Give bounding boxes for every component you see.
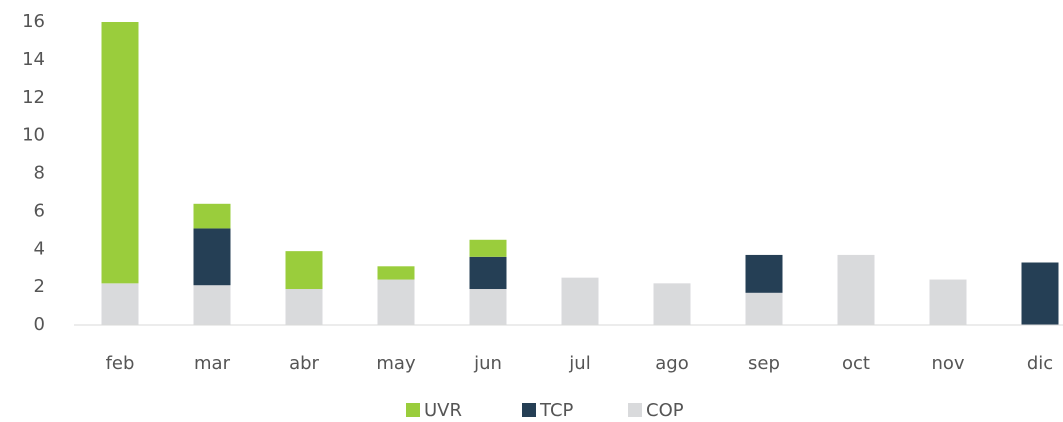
x-tick-label: feb [106, 353, 135, 374]
bar-segment [745, 254, 783, 293]
x-tick-label: jul [568, 353, 590, 374]
y-tick-label: 12 [22, 87, 45, 108]
y-tick-label: 16 [22, 11, 45, 32]
x-tick-label: ago [655, 353, 688, 374]
bar-segment [285, 289, 323, 325]
y-tick-label: 6 [34, 200, 45, 221]
bar-segment [377, 266, 415, 280]
x-tick-label: jun [473, 353, 502, 374]
y-tick-label: 0 [34, 314, 45, 335]
bar-segment [653, 283, 691, 325]
x-tick-label: oct [842, 353, 870, 374]
legend-swatch [628, 403, 642, 417]
bar-segment [193, 228, 231, 286]
bar-segment [101, 22, 139, 284]
legend-swatch [406, 403, 420, 417]
bar-segment [469, 256, 507, 290]
bar-segment [561, 277, 599, 325]
bar-segment [469, 239, 507, 257]
x-tick-label: sep [748, 353, 780, 374]
bar-segment [377, 279, 415, 325]
bar-segment [469, 289, 507, 325]
y-tick-label: 8 [34, 163, 45, 184]
legend-swatch [522, 403, 536, 417]
y-tick-label: 4 [34, 238, 45, 259]
bar-segment [837, 254, 875, 325]
bar-segment [285, 251, 323, 290]
y-tick-label: 10 [22, 125, 45, 146]
bar-segment [745, 292, 783, 325]
legend-label: UVR [424, 400, 462, 421]
x-tick-label: may [376, 353, 416, 374]
bar-segment [929, 279, 967, 325]
x-tick-label: nov [931, 353, 964, 374]
legend-label: TCP [539, 400, 574, 421]
y-tick-label: 14 [22, 49, 45, 70]
x-tick-label: dic [1027, 353, 1053, 374]
bar-segment [193, 203, 231, 229]
bar-segment [193, 285, 231, 325]
bar-segment [101, 283, 139, 325]
x-tick-label: abr [289, 353, 319, 374]
legend-label: COP [646, 400, 684, 421]
x-tick-label: mar [194, 353, 231, 374]
y-tick-label: 2 [34, 276, 45, 297]
bar-segment [1021, 262, 1059, 325]
